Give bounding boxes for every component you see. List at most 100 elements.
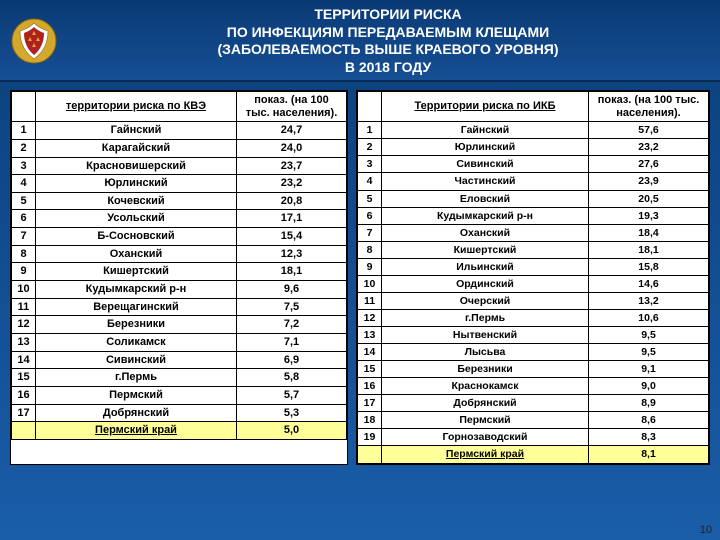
table-row: 1Гайнский57,6 <box>358 122 709 139</box>
cell-num: 2 <box>12 139 36 157</box>
table-kve: территории риска по КВЭ показ. (на 100 т… <box>10 90 348 465</box>
table-row: 2Юрлинский23,2 <box>358 139 709 156</box>
table-row: 8Оханский12,3 <box>12 245 347 263</box>
header: ТЕРРИТОРИИ РИСКА ПО ИНФЕКЦИЯМ ПЕРЕДАВАЕМ… <box>0 0 720 82</box>
table-row: 16Пермский5,7 <box>12 386 347 404</box>
cell-rate: 12,3 <box>237 245 347 263</box>
col-territory-header: территории риска по КВЭ <box>36 92 237 122</box>
table-row: 17Добрянский8,9 <box>358 395 709 412</box>
cell-rate: 6,9 <box>237 351 347 369</box>
cell-rate: 24,7 <box>237 122 347 140</box>
cell-num: 7 <box>358 224 382 241</box>
tables-container: территории риска по КВЭ показ. (на 100 т… <box>0 82 720 465</box>
cell-rate: 5,7 <box>237 386 347 404</box>
table-row: 6Усольский17,1 <box>12 210 347 228</box>
cell-rate: 5,8 <box>237 369 347 387</box>
col-territory-header: Территории риска по ИКБ <box>382 92 589 122</box>
cell-territory: Лысьва <box>382 344 589 361</box>
table-row: 18Пермский8,6 <box>358 412 709 429</box>
cell-territory: Сивинский <box>382 156 589 173</box>
cell-rate: 8,9 <box>589 395 709 412</box>
cell-num: 16 <box>358 378 382 395</box>
cell-territory: Березники <box>36 316 237 334</box>
cell-territory: Юрлинский <box>382 139 589 156</box>
emblem-icon <box>10 17 58 65</box>
cell-territory: Кишертский <box>36 263 237 281</box>
col-rate-header: показ. (на 100 тыс. населения). <box>589 92 709 122</box>
total-row: Пермский край5,0 <box>12 422 347 440</box>
table-row: 7Б-Сосновский15,4 <box>12 228 347 246</box>
cell-rate: 27,6 <box>589 156 709 173</box>
title-line3: (ЗАБОЛЕВАЕМОСТЬ ВЫШЕ КРАЕВОГО УРОВНЯ) <box>217 41 558 57</box>
cell-rate: 8,6 <box>589 412 709 429</box>
cell-rate: 57,6 <box>589 122 709 139</box>
table-row: 3Сивинский27,6 <box>358 156 709 173</box>
col-rate-header: показ. (на 100 тыс. населения). <box>237 92 347 122</box>
table-row: 9Ильинский15,8 <box>358 258 709 275</box>
cell-rate: 18,1 <box>237 263 347 281</box>
cell-territory: Кишертский <box>382 241 589 258</box>
cell-num: 15 <box>358 361 382 378</box>
table-row: 5Еловский20,5 <box>358 190 709 207</box>
cell-territory: Ильинский <box>382 258 589 275</box>
cell-territory: Усольский <box>36 210 237 228</box>
cell-rate: 5,3 <box>237 404 347 422</box>
cell-territory: Сивинский <box>36 351 237 369</box>
cell-num: 2 <box>358 139 382 156</box>
cell-num: 13 <box>358 327 382 344</box>
col-num-header <box>12 92 36 122</box>
cell-territory: Пермский край <box>36 422 237 440</box>
table-row: 19Горнозаводский8,3 <box>358 429 709 446</box>
cell-num: 11 <box>12 298 36 316</box>
cell-rate: 7,5 <box>237 298 347 316</box>
cell-num: 8 <box>358 241 382 258</box>
table-row: 10Ординский14,6 <box>358 275 709 292</box>
cell-territory: Б-Сосновский <box>36 228 237 246</box>
table-row: 17Добрянский5,3 <box>12 404 347 422</box>
cell-num: 3 <box>12 157 36 175</box>
cell-num: 4 <box>12 175 36 193</box>
cell-num: 3 <box>358 156 382 173</box>
cell-num: 17 <box>358 395 382 412</box>
cell-rate: 7,1 <box>237 333 347 351</box>
cell-rate: 15,4 <box>237 228 347 246</box>
cell-num: 11 <box>358 292 382 309</box>
cell-territory: Добрянский <box>382 395 589 412</box>
cell-num: 7 <box>12 228 36 246</box>
cell-num: 14 <box>12 351 36 369</box>
title-line2: ПО ИНФЕКЦИЯМ ПЕРЕДАВАЕМЫМ КЛЕЩАМИ <box>227 24 550 40</box>
page-number: 10 <box>700 524 712 536</box>
table-row: 11Очерский13,2 <box>358 292 709 309</box>
table-row: 4Юрлинский23,2 <box>12 175 347 193</box>
cell-rate: 23,7 <box>237 157 347 175</box>
cell-territory: Юрлинский <box>36 175 237 193</box>
cell-num: 1 <box>358 122 382 139</box>
title-line4: В 2018 ГОДУ <box>345 59 431 75</box>
cell-territory: Кочевский <box>36 192 237 210</box>
table-row: 16Краснокамск9,0 <box>358 378 709 395</box>
table-row: 12Березники7,2 <box>12 316 347 334</box>
cell-territory: Краснокамск <box>382 378 589 395</box>
cell-rate: 15,8 <box>589 258 709 275</box>
table-row: 13Соликамск7,1 <box>12 333 347 351</box>
cell-territory: Карагайский <box>36 139 237 157</box>
table-row: 14Сивинский6,9 <box>12 351 347 369</box>
cell-territory: Красновишерский <box>36 157 237 175</box>
cell-num: 12 <box>358 309 382 326</box>
total-row: Пермский край8,1 <box>358 446 709 463</box>
cell-territory: Оханский <box>36 245 237 263</box>
cell-rate: 7,2 <box>237 316 347 334</box>
table-row: 11Верещагинский7,5 <box>12 298 347 316</box>
cell-territory: Соликамск <box>36 333 237 351</box>
cell-rate: 10,6 <box>589 309 709 326</box>
cell-num: 16 <box>12 386 36 404</box>
cell-num <box>12 422 36 440</box>
cell-num: 1 <box>12 122 36 140</box>
cell-territory: Пермский край <box>382 446 589 463</box>
cell-num: 10 <box>12 281 36 299</box>
cell-rate: 19,3 <box>589 207 709 224</box>
cell-territory: Пермский <box>382 412 589 429</box>
cell-territory: Пермский <box>36 386 237 404</box>
page-title: ТЕРРИТОРИИ РИСКА ПО ИНФЕКЦИЯМ ПЕРЕДАВАЕМ… <box>66 6 710 76</box>
table-row: 9Кишертский18,1 <box>12 263 347 281</box>
